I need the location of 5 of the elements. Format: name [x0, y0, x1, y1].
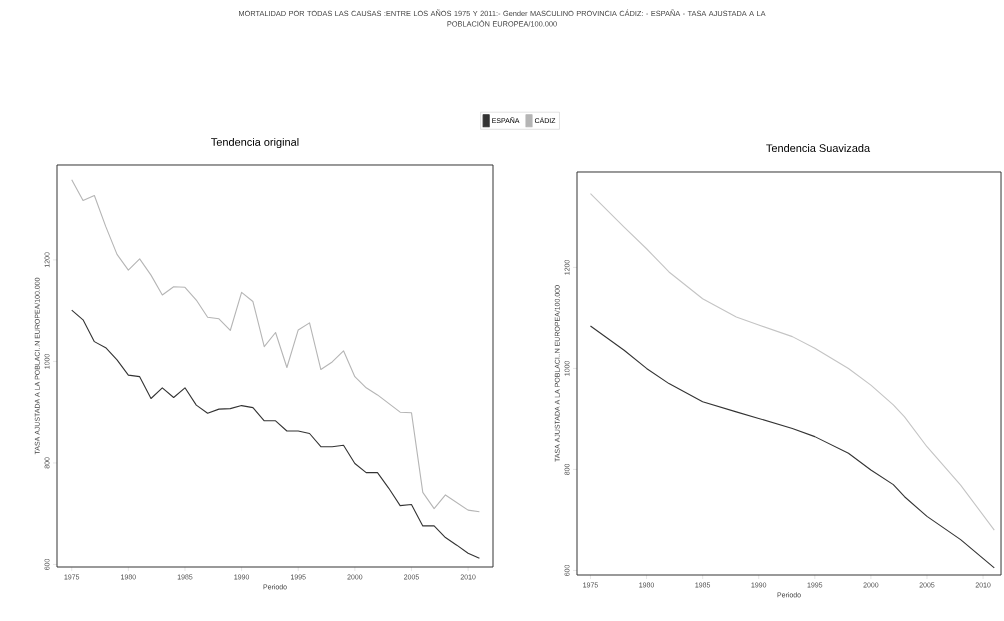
chart-title: Tendencia Suavizada	[766, 143, 871, 153]
line-series	[71, 309, 480, 559]
line-series	[589, 193, 995, 531]
line-series	[589, 325, 995, 569]
chart-subtitle: Tendencia original	[211, 137, 299, 149]
